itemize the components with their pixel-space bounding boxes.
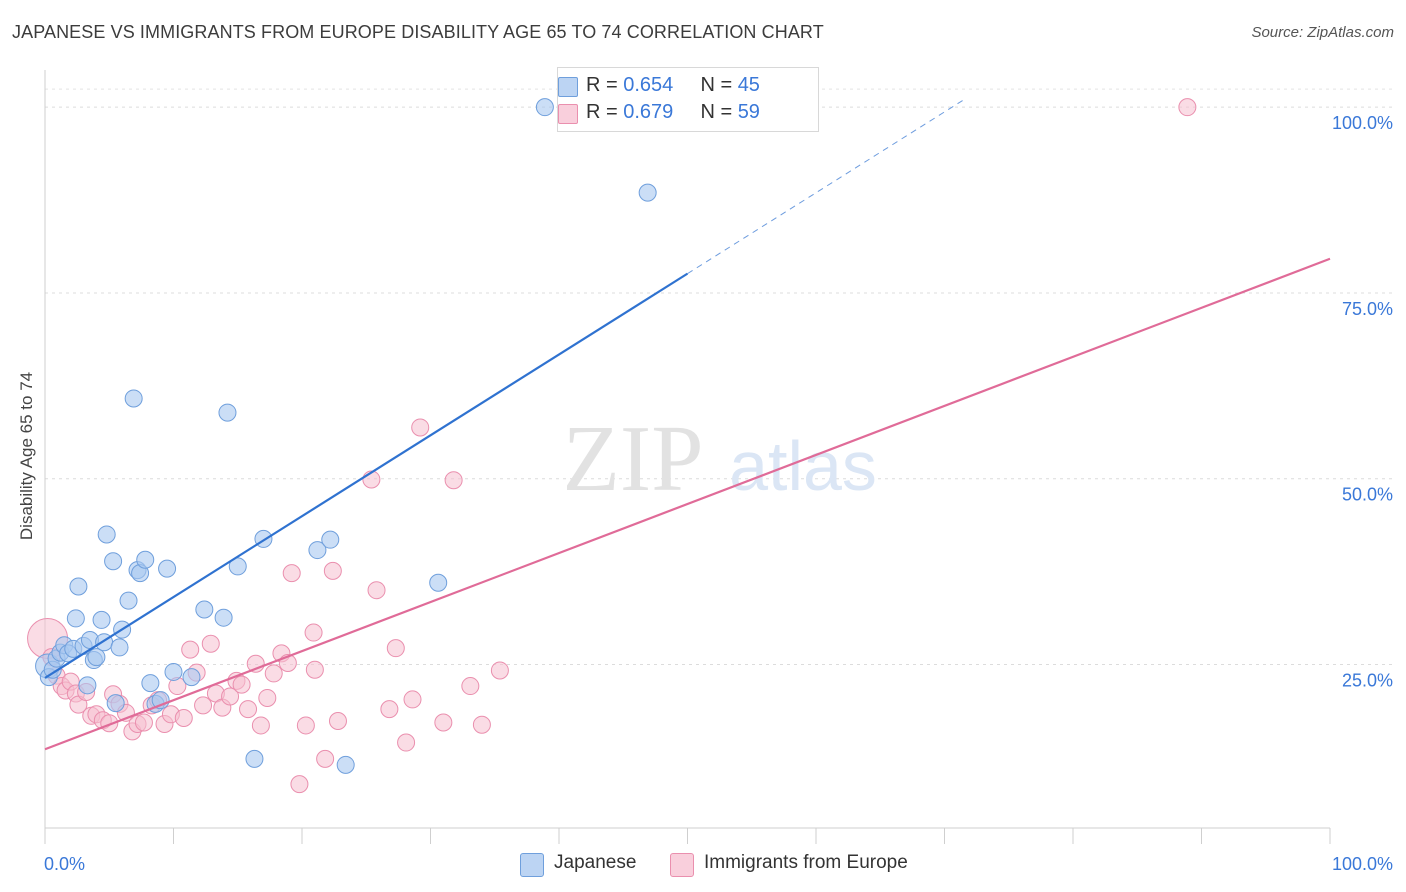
data-point-europe [444,471,463,490]
data-point-europe [328,711,347,730]
data-point-japanese [106,694,125,713]
x-tick-label: 100.0% [1332,854,1393,874]
data-point-japanese [136,550,155,569]
data-point-europe [434,713,453,732]
legend-n-value: 59 [737,101,760,123]
data-point-japanese [66,609,85,628]
data-point-europe [232,675,251,694]
data-point-europe [403,690,422,709]
legend-n-label: N = [700,101,738,123]
data-point-europe [490,661,509,680]
source-label: Source: ZipAtlas.com [1251,24,1394,41]
y-tick-label: 25.0% [1342,671,1393,691]
data-point-europe [1178,98,1197,117]
data-point-europe [386,639,405,658]
data-point-europe [323,561,342,580]
data-point-europe [174,709,193,728]
data-point-japanese [321,530,340,549]
legend-row-europe: R = 0.679 N = 59 [558,101,760,127]
data-point-japanese [104,552,123,571]
data-point-japanese [308,541,327,560]
data-point-europe [305,660,324,679]
data-point-japanese [218,403,237,422]
legend-item-europe: Immigrants from Europe [670,852,908,877]
legend-r-value: 0.679 [623,101,674,123]
legend-row-japanese: R = 0.654 N = 45 [558,74,760,100]
data-point-japanese [119,591,138,610]
data-point-japanese [69,577,88,596]
data-point-japanese [638,183,657,202]
gridlines [45,88,1395,666]
legend-swatch-japanese [558,77,578,97]
trend-line-japanese [44,272,689,679]
legend-swatch-japanese [520,853,544,877]
data-point-japanese [429,573,448,592]
data-point-europe [221,687,240,706]
legend-item-japanese: Japanese [520,852,637,877]
data-point-japanese [87,648,106,667]
data-point-japanese [92,610,111,629]
data-point-japanese [535,98,554,117]
data-point-japanese [228,557,247,576]
data-point-europe [134,713,153,732]
data-point-japanese [158,559,177,578]
tick-labels: 25.0% 50.0% 75.0% 100.0% 0.0% 100.0% [44,113,1393,874]
trend-line-europe [44,257,1331,751]
data-point-europe [194,696,213,715]
data-point-europe [239,700,258,719]
data-point-europe [282,564,301,583]
y-tick-label: 75.0% [1342,299,1393,319]
y-tick-label: 100.0% [1332,113,1393,133]
data-point-europe [316,749,335,768]
watermark-atlas: atlas [729,427,877,505]
data-point-japanese [110,638,129,657]
data-point-europe [181,640,200,659]
data-point-europe [367,581,386,600]
data-point-europe [304,623,323,642]
legend-label-japanese: Japanese [554,852,637,873]
data-point-europe [472,715,491,734]
series-legend: Japanese Immigrants from Europe [0,852,1406,878]
legend-r-label: R = [586,101,624,123]
legend-swatch-europe [670,853,694,877]
y-tick-label: 50.0% [1342,485,1393,505]
data-point-japanese [195,600,214,619]
data-point-europe [296,716,315,735]
series-japanese [35,98,657,774]
legend-n-value: 45 [737,74,760,96]
data-point-europe [264,664,283,683]
legend-swatch-europe [558,104,578,124]
data-point-europe [251,716,270,735]
data-point-japanese [182,668,201,687]
data-point-europe [380,700,399,719]
legend-r-value: 0.654 [623,74,674,96]
data-point-japanese [336,755,355,774]
data-point-japanese [141,674,160,693]
data-point-europe [201,634,220,653]
data-point-japanese [245,749,264,768]
chart-title: JAPANESE VS IMMIGRANTS FROM EUROPE DISAB… [12,22,824,42]
data-point-europe [258,688,277,707]
data-point-japanese [164,662,183,681]
data-point-europe [397,733,416,752]
data-point-japanese [97,525,116,544]
axes [44,70,1331,844]
data-point-japanese [214,608,233,627]
x-tick-label: 0.0% [44,854,85,874]
legend-r-label: R = [586,74,624,96]
data-point-japanese [124,389,143,408]
legend-n-label: N = [700,74,738,96]
data-point-europe [411,418,430,437]
data-point-europe [461,677,480,696]
watermark-zip: ZIP [563,407,704,511]
correlation-legend: R = 0.654 N = 45 R = 0.679 N = 59 [557,67,819,132]
data-point-europe [290,775,309,794]
legend-label-europe: Immigrants from Europe [704,852,908,873]
data-point-japanese [78,676,97,695]
trend-lines [44,99,1331,751]
